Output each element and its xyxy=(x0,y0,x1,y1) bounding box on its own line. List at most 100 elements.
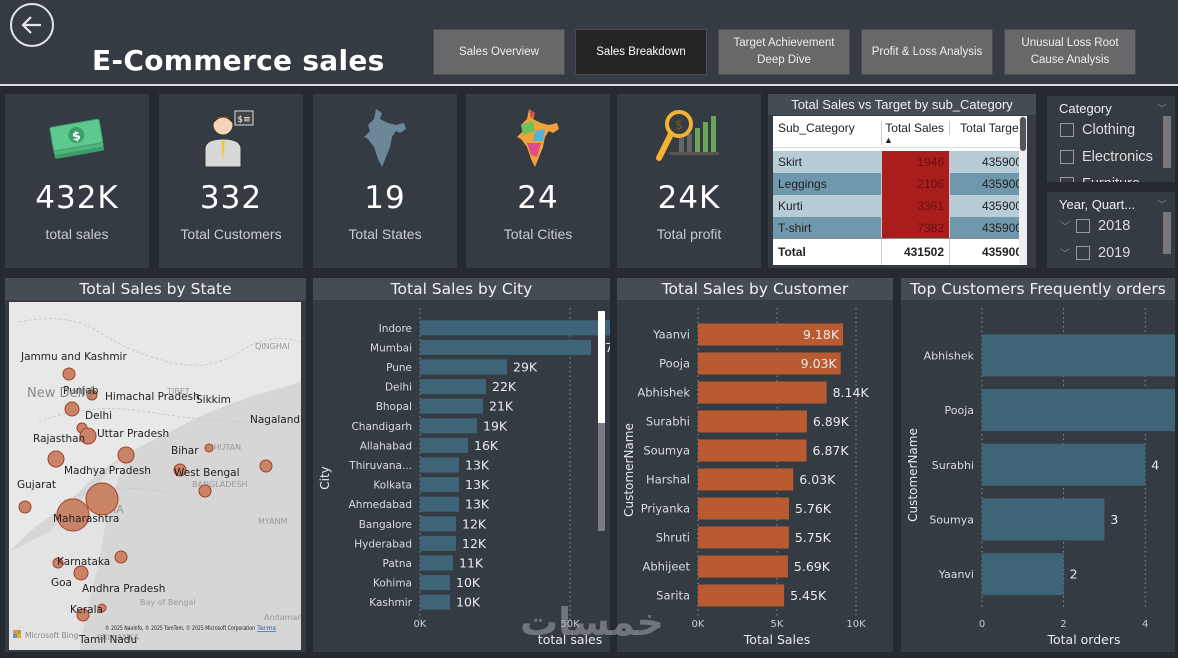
bar[interactable] xyxy=(698,555,788,578)
sales-by-state-map[interactable]: QINGHAITIBETBHUTANBANGLADESHINDIAMYANMBa… xyxy=(9,302,301,650)
column-header-total-target[interactable]: Total Target xyxy=(949,121,1027,135)
bar[interactable] xyxy=(420,575,450,591)
state-bubble[interactable] xyxy=(76,608,90,622)
state-bubble[interactable] xyxy=(97,603,107,613)
table-scrollbar[interactable] xyxy=(1019,116,1027,265)
state-bubble[interactable] xyxy=(204,443,214,453)
data-label: 6.87K xyxy=(813,443,850,458)
nav-sales-breakdown[interactable]: Sales Breakdown xyxy=(575,29,707,75)
slicer-item-clothing[interactable]: Clothing xyxy=(1047,116,1175,143)
table-row[interactable]: T-shirt 7382 435900 xyxy=(773,217,1027,239)
bar[interactable] xyxy=(420,320,610,336)
category-label: Pooja xyxy=(659,357,690,371)
slicer-title: Year, Quart... xyxy=(1059,197,1136,212)
y-axis-title: CustomerName xyxy=(622,423,636,517)
state-bubble[interactable] xyxy=(73,565,89,581)
bar[interactable] xyxy=(420,398,483,414)
bar[interactable] xyxy=(420,516,456,532)
data-label: 9.18K xyxy=(803,327,840,342)
bar[interactable] xyxy=(420,535,456,551)
slicer-scrollbar[interactable] xyxy=(1163,212,1171,254)
bar[interactable] xyxy=(420,418,477,434)
column-header-sub-category[interactable]: Sub_Category xyxy=(778,121,855,135)
checkbox[interactable] xyxy=(1076,245,1090,260)
slicer-item-label: 2019 xyxy=(1098,244,1131,261)
bar[interactable] xyxy=(698,584,785,607)
bar[interactable] xyxy=(420,379,486,395)
bar[interactable] xyxy=(698,468,794,491)
checkbox[interactable] xyxy=(1060,149,1074,164)
state-bubble[interactable] xyxy=(62,367,76,381)
region-label: BANGLADESH xyxy=(192,480,248,489)
expand-chevron-icon[interactable]: ﹀ xyxy=(1060,222,1070,233)
table-row[interactable]: Kurti 3361 435900 xyxy=(773,195,1027,217)
bar[interactable] xyxy=(698,410,807,433)
bar[interactable] xyxy=(420,555,453,571)
kpi-total-states: 19 Total States xyxy=(313,94,457,268)
scrollbar-thumb[interactable] xyxy=(1020,117,1026,151)
nav-unusual-loss[interactable]: Unusual Loss Root Cause Analysis xyxy=(1004,29,1136,75)
table-row[interactable]: Skirt 1946 435900 xyxy=(773,151,1027,173)
bar[interactable] xyxy=(420,457,459,473)
state-bubble[interactable] xyxy=(79,427,97,445)
bar[interactable] xyxy=(982,334,1175,377)
map-terms-link[interactable]: Terms xyxy=(256,624,277,632)
cell-total-target: 435900 xyxy=(949,151,1027,173)
bar[interactable] xyxy=(420,594,450,610)
kpi-label: Total Cities xyxy=(503,226,573,242)
state-bubble[interactable] xyxy=(64,401,80,417)
state-bubble[interactable] xyxy=(85,482,119,516)
state-bubble[interactable] xyxy=(18,500,32,514)
bar[interactable] xyxy=(698,497,790,520)
expand-chevron-icon[interactable]: ﹀ xyxy=(1060,249,1070,260)
state-bubble[interactable] xyxy=(198,484,212,498)
state-bubble[interactable] xyxy=(56,498,90,532)
state-bubble[interactable] xyxy=(86,389,98,401)
state-label: Nagaland xyxy=(250,414,300,426)
chart-scrollbar-thumb[interactable] xyxy=(598,311,605,423)
bar[interactable] xyxy=(698,381,827,404)
bar[interactable] xyxy=(698,352,841,375)
bar[interactable] xyxy=(420,359,507,375)
state-bubble[interactable] xyxy=(173,463,187,477)
checkbox[interactable] xyxy=(1060,122,1074,137)
bar[interactable] xyxy=(420,477,459,493)
slicer-item-furniture[interactable]: Furniture xyxy=(1047,170,1175,182)
column-header-total-sales[interactable]: Total Sales ▲ xyxy=(881,121,949,145)
back-button[interactable] xyxy=(10,3,54,47)
bar[interactable] xyxy=(982,553,1064,596)
bar[interactable] xyxy=(420,437,468,453)
state-bubble[interactable] xyxy=(52,557,64,569)
slicer-scrollbar[interactable] xyxy=(1163,116,1171,168)
chevron-down-icon[interactable]: ﹀ xyxy=(1157,104,1167,115)
slicer-item-2019[interactable]: ﹀ 2019 xyxy=(1047,239,1175,266)
state-label: Kerala xyxy=(70,604,103,616)
nav-target-achievement[interactable]: Target Achievement Deep Dive xyxy=(718,29,850,75)
slicer-item-2018[interactable]: ﹀ 2018 xyxy=(1047,212,1175,239)
bar[interactable] xyxy=(982,443,1146,486)
chart-scrollbar-track[interactable] xyxy=(598,423,605,531)
nav-profit-loss[interactable]: Profit & Loss Analysis xyxy=(861,29,993,75)
bar[interactable] xyxy=(698,323,844,346)
nav-sales-overview[interactable]: Sales Overview xyxy=(433,29,565,75)
state-bubble[interactable] xyxy=(114,550,128,564)
checkbox[interactable] xyxy=(1076,218,1090,233)
slicer-item-electronics[interactable]: Electronics xyxy=(1047,143,1175,170)
data-label: 22K xyxy=(492,379,517,394)
bar[interactable] xyxy=(420,339,591,355)
table-row[interactable]: Leggings 2106 435900 xyxy=(773,173,1027,195)
bar[interactable] xyxy=(420,496,459,512)
state-bubble[interactable] xyxy=(47,450,65,468)
bar[interactable] xyxy=(982,389,1175,432)
state-bubble[interactable] xyxy=(259,459,273,473)
bar[interactable] xyxy=(982,498,1105,541)
bar[interactable] xyxy=(698,526,789,549)
checkbox[interactable] xyxy=(1060,176,1074,182)
bar[interactable] xyxy=(698,439,807,462)
category-label: Chandigarh xyxy=(351,421,412,433)
chart-title: Total Sales by City xyxy=(313,278,610,300)
category-label: Delhi xyxy=(385,382,412,394)
region-label: MYANM xyxy=(258,517,288,526)
chevron-down-icon[interactable]: ﹀ xyxy=(1157,200,1167,211)
state-bubble[interactable] xyxy=(117,446,135,464)
